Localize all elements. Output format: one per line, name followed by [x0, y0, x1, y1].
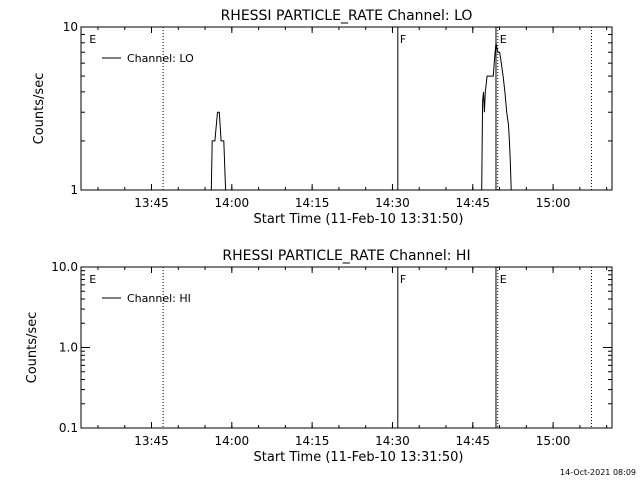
chart-title: RHESSI PARTICLE_RATE Channel: HI [222, 248, 470, 264]
lo-channel-chart: RHESSI PARTICLE_RATE Channel: LO 13:45 14:… [32, 8, 613, 227]
event-marker-label: E [500, 33, 507, 46]
x-tick-label: 14:15 [295, 434, 330, 448]
y-tick-label: 10.0 [51, 260, 78, 274]
y-tick-label: 0.1 [59, 421, 78, 435]
event-marker-label: E [89, 33, 96, 46]
y-tick-label: 10 [63, 20, 78, 34]
x-tick-label: 15:00 [536, 434, 571, 448]
y-tick-label: 1.0 [59, 341, 78, 355]
hi-channel-chart: RHESSI PARTICLE_RATE Channel: HI 13:45 14:… [25, 248, 613, 465]
event-marker-label: E [500, 273, 507, 286]
x-axis-label: Start Time (11-Feb-10 13:31:50) [254, 450, 464, 465]
y-axis-label: Counts/sec [32, 73, 47, 145]
x-tick-label: 14:30 [375, 434, 410, 448]
x-tick-label: 13:45 [134, 434, 169, 448]
x-tick-label: 15:00 [536, 196, 571, 210]
event-marker-label: E [89, 273, 96, 286]
x-tick-label: 14:45 [455, 434, 490, 448]
event-marker-label: F [400, 273, 406, 286]
x-tick-label: 14:00 [215, 196, 250, 210]
x-tick-label: 14:15 [295, 196, 330, 210]
x-tick-label: 14:30 [375, 196, 410, 210]
y-tick-label: 1 [70, 183, 78, 197]
series-line [210, 111, 227, 191]
plot-frame [80, 26, 613, 191]
legend-label: Channel: LO [127, 52, 194, 65]
generated-timestamp: 14-Oct-2021 08:09 [560, 468, 636, 477]
series-line [481, 42, 512, 191]
y-axis-label: Counts/sec [25, 312, 40, 384]
chart-title: RHESSI PARTICLE_RATE Channel: LO [221, 8, 473, 24]
legend-label: Channel: HI [127, 292, 191, 305]
x-tick-label: 14:00 [215, 434, 250, 448]
x-tick-label: 14:45 [455, 196, 490, 210]
x-tick-label: 13:45 [134, 196, 169, 210]
event-marker-label: F [400, 33, 406, 46]
x-axis-label: Start Time (11-Feb-10 13:31:50) [254, 212, 464, 227]
